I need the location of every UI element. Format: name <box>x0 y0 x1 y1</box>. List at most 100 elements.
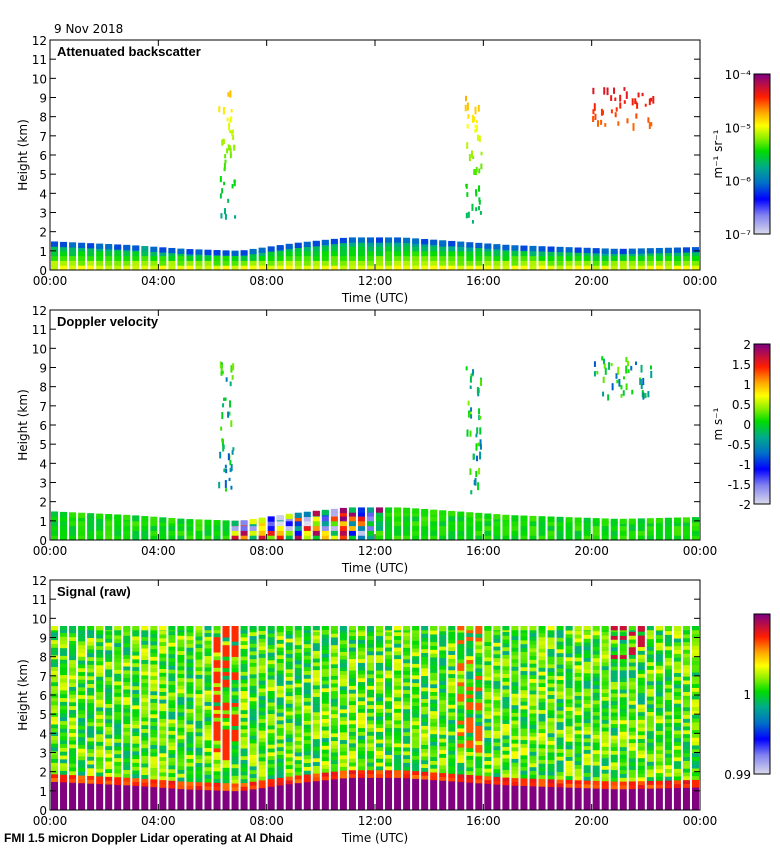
heatmap-cell <box>150 664 158 669</box>
heatmap-cell <box>574 649 582 654</box>
heatmap-cell <box>475 675 483 680</box>
cloud-pixel <box>227 198 230 203</box>
heatmap-cell <box>511 670 519 675</box>
heatmap-cell <box>574 779 582 785</box>
heatmap-cell <box>141 674 149 680</box>
heatmap-cell <box>276 515 284 521</box>
heatmap-cell <box>466 530 474 536</box>
heatmap-cell <box>565 767 573 773</box>
heatmap-cell <box>574 645 582 650</box>
heatmap-cell <box>312 530 320 536</box>
heatmap-cell <box>493 692 501 697</box>
colorbar-band <box>754 481 770 483</box>
heatmap-cell <box>628 518 636 524</box>
heatmap-cell <box>96 775 104 781</box>
heatmap-cell <box>105 520 113 527</box>
heatmap-cell <box>177 635 185 640</box>
heatmap-cell <box>132 662 140 668</box>
heatmap-cell <box>673 733 681 739</box>
heatmap-cell <box>348 723 356 729</box>
heatmap-cell <box>691 672 699 677</box>
colorbar-band <box>754 104 770 106</box>
heatmap-cell <box>69 659 77 664</box>
heatmap-cell <box>637 650 645 655</box>
colorbar-band <box>754 751 770 753</box>
heatmap-cell <box>123 735 131 740</box>
heatmap-cell <box>529 682 537 687</box>
heatmap-cell <box>475 516 483 522</box>
heatmap-cell <box>457 750 465 756</box>
heatmap-cell <box>691 771 699 777</box>
heatmap-cell <box>186 716 194 721</box>
heatmap-cell <box>168 517 176 524</box>
colorbar-band <box>754 701 770 703</box>
heatmap-cell <box>159 626 167 631</box>
heatmap-cell <box>664 787 672 810</box>
heatmap-cell <box>448 754 456 759</box>
heatmap-cell <box>303 685 311 691</box>
cloud-pixel <box>221 439 224 446</box>
heatmap-cell <box>114 669 122 674</box>
heatmap-cell <box>258 749 266 754</box>
heatmap-cell <box>592 653 600 659</box>
heatmap-cell <box>403 777 411 810</box>
heatmap-cell <box>312 654 320 659</box>
cloud-pixel <box>471 203 474 211</box>
heatmap-cell <box>303 530 311 536</box>
heatmap-cell <box>123 712 131 717</box>
heatmap-cell <box>357 530 365 536</box>
y-tick-label: 5 <box>39 708 47 722</box>
heatmap-cell <box>466 644 474 649</box>
y-tick-label: 7 <box>39 400 47 414</box>
heatmap-cell <box>294 729 302 734</box>
heatmap-cell <box>529 739 537 745</box>
heatmap-cell <box>87 771 95 776</box>
heatmap-cell <box>330 767 338 772</box>
heatmap-cell <box>105 688 113 693</box>
heatmap-cell <box>466 265 474 271</box>
heatmap-cell <box>457 658 465 664</box>
heatmap-cell <box>339 659 347 664</box>
heatmap-cell <box>366 693 374 698</box>
cloud-pixel <box>221 412 224 420</box>
heatmap-cell <box>610 704 618 709</box>
heatmap-cell <box>150 748 158 753</box>
heatmap-cell <box>366 654 374 660</box>
colorbar-band <box>754 410 770 412</box>
heatmap-cell <box>583 530 591 536</box>
heatmap-cell <box>366 762 374 767</box>
colorbar-band <box>754 620 770 622</box>
heatmap-cell <box>619 719 627 725</box>
heatmap-cell <box>583 707 591 712</box>
cloud-pixel <box>610 95 613 102</box>
heatmap-cell <box>628 688 636 694</box>
heatmap-cell <box>276 704 284 709</box>
heatmap-cell <box>321 745 329 750</box>
cloud-pixel <box>478 197 481 202</box>
heatmap-cell <box>312 692 320 697</box>
heatmap-cell <box>78 721 86 726</box>
heatmap-cell <box>502 685 510 690</box>
heatmap-cell <box>60 701 68 706</box>
heatmap-cell <box>565 265 573 271</box>
heatmap-cell <box>376 704 384 709</box>
heatmap-cell <box>186 754 194 759</box>
heatmap-cell <box>69 242 77 248</box>
heatmap-cell <box>484 525 492 531</box>
heatmap-cell <box>51 754 59 759</box>
heatmap-cell <box>538 744 546 749</box>
heatmap-cell <box>249 685 257 690</box>
colorbar-band <box>754 226 770 228</box>
heatmap-cell <box>655 247 663 254</box>
heatmap-cell <box>132 770 140 775</box>
heatmap-cell <box>249 650 257 656</box>
heatmap-cell <box>222 790 230 810</box>
heatmap-cell <box>114 711 122 716</box>
heatmap-cell <box>628 769 636 774</box>
heatmap-cell <box>484 656 492 662</box>
heatmap-cell <box>231 717 239 723</box>
heatmap-cell <box>538 694 546 699</box>
cloud-pixel <box>224 154 227 159</box>
heatmap-cell <box>357 746 365 752</box>
colorbar-band <box>754 94 770 96</box>
